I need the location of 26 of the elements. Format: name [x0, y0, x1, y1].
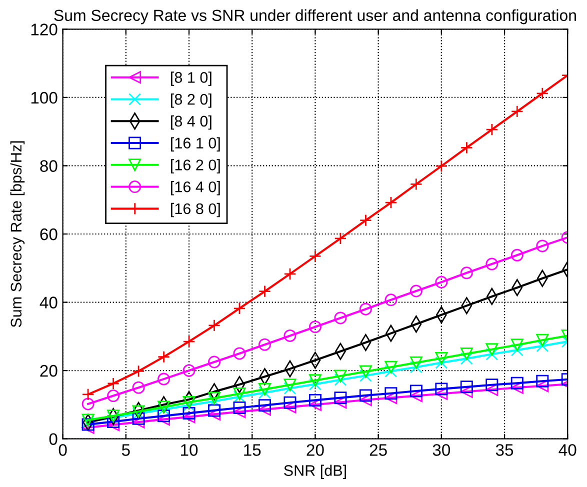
legend-label: [16 2 0]: [171, 159, 220, 174]
y-tick-label: 100: [31, 92, 58, 104]
x-tick-label: 40: [558, 444, 576, 456]
y-axis-title: Sum Secrecy Rate [bps/Hz]: [10, 141, 25, 328]
x-tick-label: 25: [370, 444, 387, 456]
y-tick-label: 20: [40, 364, 58, 377]
legend-label: [16 8 0]: [171, 202, 220, 218]
y-tick-label: 40: [40, 296, 58, 308]
legend-label: [8 1 0]: [171, 72, 212, 86]
x-tick-label: 20: [306, 444, 324, 456]
x-tick-label: 35: [496, 444, 514, 456]
y-tick-label: 120: [31, 24, 58, 36]
chart-title: Sum Secrecy Rate vs SNR under different user and antenna configuration: [54, 9, 576, 24]
y-tick-label: 60: [40, 228, 58, 240]
y-tick-label: 80: [40, 160, 58, 172]
x-axis-title: SNR [dB]: [284, 464, 346, 479]
x-tick-label: 30: [432, 444, 450, 456]
x-tick-label: 0: [58, 444, 67, 456]
legend-label: [16 4 0]: [171, 181, 220, 196]
y-tick-label: 0: [49, 433, 58, 445]
x-tick-label: 5: [122, 444, 130, 456]
legend-label: [16 1 0]: [171, 137, 220, 152]
x-tick-label: 15: [244, 444, 261, 456]
legend-label: [8 2 0]: [171, 94, 212, 108]
x-tick-label: 10: [181, 444, 198, 456]
legend-label: [8 4 0]: [171, 115, 212, 130]
